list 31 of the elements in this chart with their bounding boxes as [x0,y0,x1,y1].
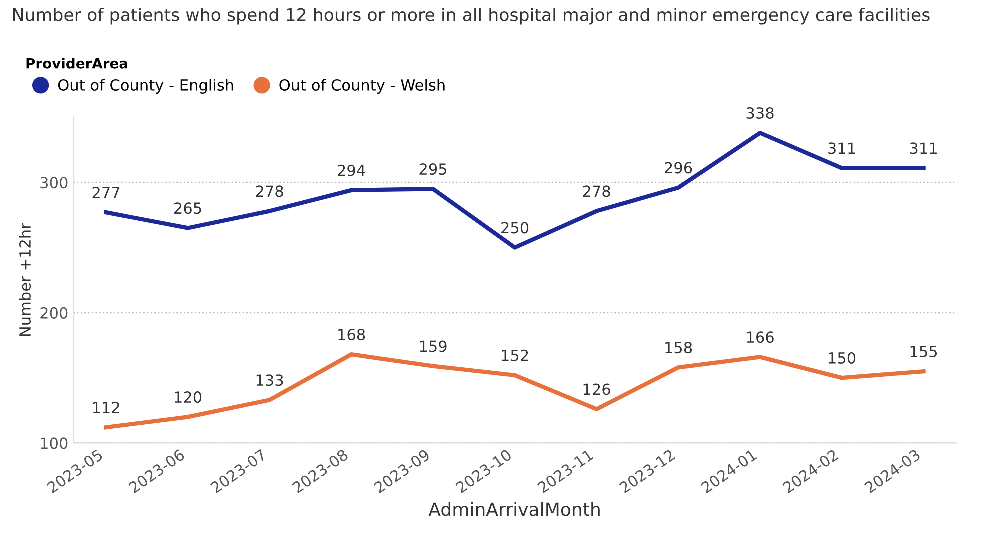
data-label: 155 [910,346,938,358]
chart-title: Number of patients who spend 12 hours or more in all hospital major and minor emergency care facilities [13,8,930,25]
data-label: 133 [256,374,284,386]
data-label: 158 [666,342,692,354]
y-tick-label: 200 [40,307,68,319]
data-label: 338 [746,107,774,120]
legend-label: Out of County - Welsh [280,79,445,94]
data-label: 294 [338,164,366,176]
data-label: 277 [92,186,120,198]
y-tick-label: 300 [40,177,68,189]
data-label: 296 [665,162,692,174]
legend-label: Out of County - English [58,79,234,94]
data-label: 159 [420,340,447,352]
data-label: 120 [175,392,202,404]
data-label: 112 [93,402,120,414]
data-label: 311 [828,142,856,154]
x-axis-title: AdminArrivalMonth [428,502,600,516]
data-label: 150 [829,352,856,364]
data-label: 278 [583,186,610,198]
data-label: 265 [174,202,202,214]
data-label: 311 [910,142,937,154]
legend-title: ProviderArea [26,58,128,69]
y-axis-title: Number +12hr [19,223,32,336]
data-label: 278 [256,186,284,198]
y-tick-label: 100 [41,438,68,450]
data-label: 126 [584,384,610,396]
data-label: 166 [747,332,774,344]
data-label: 168 [338,328,366,341]
data-label: 295 [420,164,447,176]
data-label: 152 [502,350,528,362]
data-label: 250 [502,222,529,234]
